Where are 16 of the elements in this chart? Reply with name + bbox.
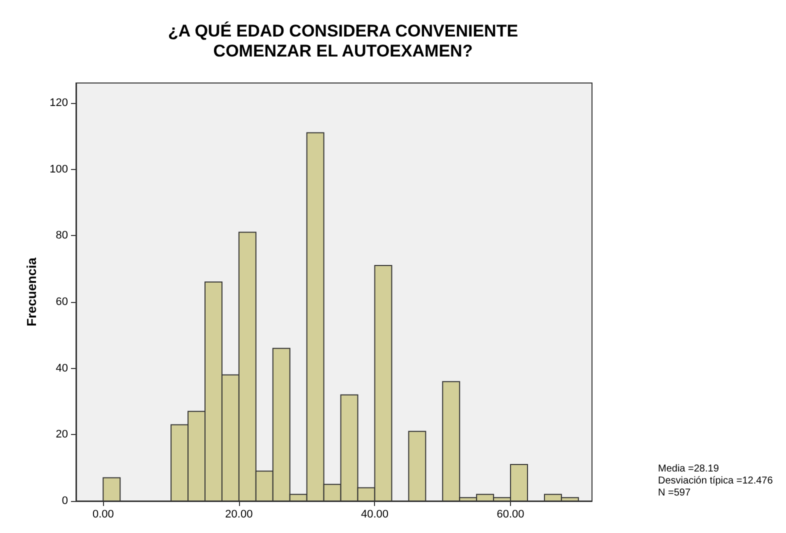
y-tick-label: 40 [56,362,68,374]
text: N =597 [658,488,691,498]
y-tick-label: 20 [56,428,68,441]
y-tick-label: 0 [62,495,68,507]
y-tick-label: 80 [56,230,68,242]
x-tick-label: 0.00 [92,508,114,520]
y-tick-label: 120 [50,96,68,109]
x-tick-label: 40.00 [360,508,388,520]
y-axis-title: Frecuencia [24,256,39,326]
y-tick-label: 60 [56,296,68,308]
text: Desviación típica =12.476 [658,476,774,486]
y-tick-label: 100 [50,163,68,176]
chart-title: ¿A QUÉ EDAD CONSIDERA CONVENIENTE COMENZAR EL AUTOEXAMEN? [168,20,518,60]
x-tick-label: 60.00 [496,508,524,520]
x-tick-label: 20.00 [225,508,253,520]
text: Media =28.19 [658,464,720,474]
